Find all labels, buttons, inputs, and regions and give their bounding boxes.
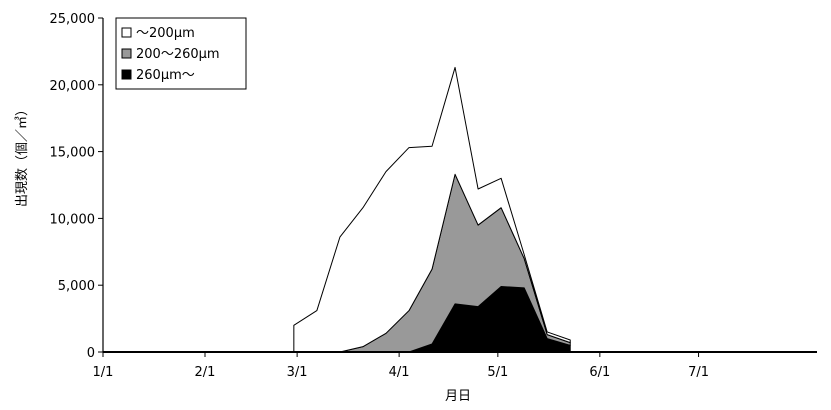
legend-swatch — [121, 69, 132, 80]
x-tick-label: 4/1 — [389, 365, 410, 380]
y-tick-label: 20,000 — [50, 79, 96, 94]
y-tick-label: 5,000 — [58, 279, 95, 294]
legend-label: 200～260μm — [136, 47, 220, 62]
y-tick-labels: 0 5,000 10,000 15,000 20,000 25,000 — [50, 12, 96, 361]
x-tick-label: 2/1 — [195, 365, 216, 380]
x-tick-label: 7/1 — [688, 365, 709, 380]
x-tick-label: 3/1 — [287, 365, 308, 380]
y-tick-label: 10,000 — [50, 212, 96, 227]
y-axis-label: 出現数（個／㎥） — [15, 103, 30, 207]
y-tick-label: 25,000 — [50, 12, 96, 27]
legend-swatch — [121, 27, 132, 38]
legend-label: ～200μm — [136, 26, 195, 41]
area-layers — [293, 66, 571, 353]
y-tick-label: 15,000 — [50, 146, 96, 161]
y-tick-label: 0 — [87, 346, 95, 361]
series-area-2 — [293, 66, 571, 353]
legend: ～200μm 200～260μm 260μm～ — [115, 17, 247, 90]
axes — [98, 17, 817, 357]
legend-label: 260μm～ — [136, 68, 195, 83]
x-axis-label: 月日 — [445, 389, 471, 404]
x-tick-label: 1/1 — [93, 365, 114, 380]
legend-box — [115, 17, 247, 90]
x-tick-label: 6/1 — [589, 365, 610, 380]
x-tick-label: 5/1 — [487, 365, 508, 380]
legend-swatch — [121, 48, 132, 59]
x-tick-labels: 1/1 2/1 3/1 4/1 5/1 6/1 7/1 — [93, 365, 709, 380]
